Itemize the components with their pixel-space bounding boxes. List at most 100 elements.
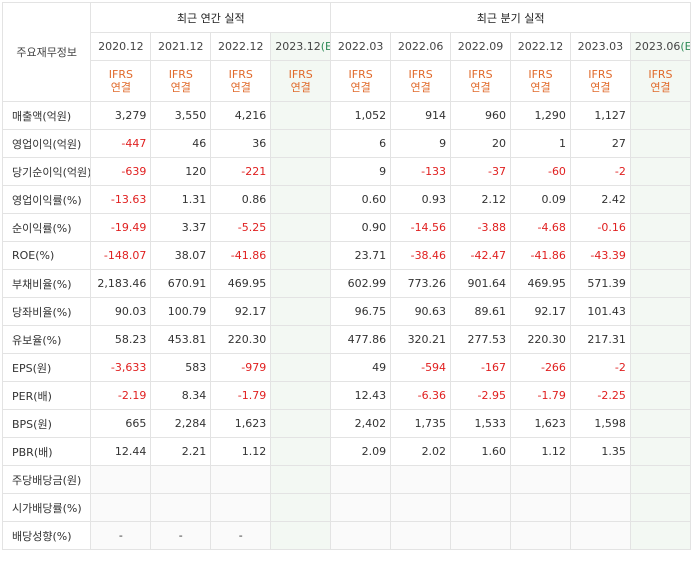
value-cell bbox=[510, 521, 571, 550]
ifrs-consolidated-label: IFRS 연결 bbox=[270, 60, 332, 102]
value-cell: -1.79 bbox=[510, 381, 571, 410]
value-cell bbox=[390, 465, 452, 494]
value-cell: 453.81 bbox=[150, 325, 212, 354]
value-cell bbox=[629, 325, 692, 354]
value-cell: 0.60 bbox=[330, 185, 392, 214]
value-cell bbox=[569, 493, 631, 522]
row-label: PBR(배) bbox=[1, 437, 92, 466]
period-annual-1: 2021.12 bbox=[150, 32, 212, 61]
value-cell: - bbox=[90, 521, 152, 550]
value-cell: -447 bbox=[90, 129, 152, 158]
value-cell bbox=[510, 465, 571, 494]
table-row: 매출액(억원) 3,279 3,550 4,216 1,052 914 960 1,290 1,… bbox=[1, 101, 692, 130]
consolidated-text: 연결 bbox=[590, 81, 611, 94]
period-quarter-2: 2022.09 bbox=[450, 32, 511, 61]
estimate-flag: (E) bbox=[320, 40, 330, 53]
value-cell bbox=[629, 381, 692, 410]
value-cell: 0.93 bbox=[390, 185, 452, 214]
value-cell bbox=[629, 101, 692, 130]
value-cell bbox=[629, 353, 692, 382]
value-cell bbox=[270, 465, 332, 494]
value-cell: 2,402 bbox=[330, 409, 392, 438]
value-cell bbox=[150, 493, 212, 522]
value-cell bbox=[450, 465, 511, 494]
value-cell bbox=[629, 213, 692, 242]
value-cell bbox=[629, 157, 692, 186]
value-cell bbox=[450, 493, 511, 522]
value-cell: -148.07 bbox=[90, 241, 152, 270]
period-annual-0: 2020.12 bbox=[90, 32, 152, 61]
value-cell bbox=[270, 493, 332, 522]
value-cell bbox=[270, 213, 332, 242]
value-cell: 90.63 bbox=[390, 297, 452, 326]
value-cell: 773.26 bbox=[390, 269, 452, 298]
table-row: 배당성향(%) - - - bbox=[1, 521, 692, 550]
value-cell bbox=[569, 521, 631, 550]
ifrs-consolidated-label: IFRS 연결 bbox=[510, 60, 571, 102]
value-cell: 277.53 bbox=[450, 325, 511, 354]
value-cell: -221 bbox=[210, 157, 272, 186]
value-cell bbox=[330, 521, 392, 550]
ifrs-text: IFRS bbox=[168, 68, 193, 81]
value-cell: - bbox=[150, 521, 212, 550]
value-cell bbox=[270, 325, 332, 354]
value-cell bbox=[629, 409, 692, 438]
value-cell: 217.31 bbox=[569, 325, 631, 354]
ifrs-text: IFRS bbox=[648, 68, 673, 81]
value-cell: -639 bbox=[90, 157, 152, 186]
value-cell: -60 bbox=[510, 157, 571, 186]
period-quarter-0: 2022.03 bbox=[330, 32, 392, 61]
financial-summary-table: 주요재무정보 최근 연간 실적 최근 분기 실적 2020.12 2021.12 2… bbox=[1, 2, 692, 550]
value-cell bbox=[629, 185, 692, 214]
row-label: 영업이익(억원) bbox=[1, 129, 92, 158]
table-row: 순이익률(%) -19.49 3.37 -5.25 0.90 -14.56 -3.88 -4.… bbox=[1, 213, 692, 242]
value-cell bbox=[270, 521, 332, 550]
ifrs-consolidated-label: IFRS 연결 bbox=[629, 60, 692, 102]
consolidated-text: 연결 bbox=[290, 81, 311, 94]
value-cell bbox=[629, 269, 692, 298]
value-cell: 960 bbox=[450, 101, 511, 130]
value-cell bbox=[270, 437, 332, 466]
quarterly-group-header: 최근 분기 실적 bbox=[330, 2, 691, 33]
value-cell: -0.16 bbox=[569, 213, 631, 242]
value-cell: 1,052 bbox=[330, 101, 392, 130]
value-cell bbox=[270, 409, 332, 438]
value-cell: 2,284 bbox=[150, 409, 212, 438]
value-cell: 8.34 bbox=[150, 381, 212, 410]
value-cell: 100.79 bbox=[150, 297, 212, 326]
value-cell bbox=[90, 493, 152, 522]
ifrs-text: IFRS bbox=[408, 68, 433, 81]
value-cell: 914 bbox=[390, 101, 452, 130]
value-cell: -133 bbox=[390, 157, 452, 186]
value-cell bbox=[150, 465, 212, 494]
value-cell bbox=[270, 157, 332, 186]
value-cell: 90.03 bbox=[90, 297, 152, 326]
value-cell: 1,290 bbox=[510, 101, 571, 130]
value-cell: -2 bbox=[569, 157, 631, 186]
value-cell: 49 bbox=[330, 353, 392, 382]
value-cell: 46 bbox=[150, 129, 212, 158]
ifrs-text: IFRS bbox=[588, 68, 613, 81]
value-cell: 477.86 bbox=[330, 325, 392, 354]
ifrs-consolidated-label: IFRS 연결 bbox=[210, 60, 272, 102]
value-cell: 670.91 bbox=[150, 269, 212, 298]
value-cell: 1,533 bbox=[450, 409, 511, 438]
value-cell bbox=[569, 465, 631, 494]
ifrs-text: IFRS bbox=[228, 68, 253, 81]
value-cell: 320.21 bbox=[390, 325, 452, 354]
value-cell: -2.19 bbox=[90, 381, 152, 410]
value-cell: 6 bbox=[330, 129, 392, 158]
consolidated-text: 연결 bbox=[350, 81, 371, 94]
value-cell: 96.75 bbox=[330, 297, 392, 326]
value-cell: 101.43 bbox=[569, 297, 631, 326]
table-row: 당좌비율(%) 90.03 100.79 92.17 96.75 90.63 89.61 92… bbox=[1, 297, 692, 326]
estimate-flag: (E) bbox=[680, 40, 689, 53]
table-row: PER(배) -2.19 8.34 -1.79 12.43 -6.36 -2.95 -1.79… bbox=[1, 381, 692, 410]
value-cell: 1,735 bbox=[390, 409, 452, 438]
row-label: 유보율(%) bbox=[1, 325, 92, 354]
table-row: 당기순이익(억원) -639 120 -221 9 -133 -37 -60 -2 bbox=[1, 157, 692, 186]
value-cell: -41.86 bbox=[210, 241, 272, 270]
value-cell: -37 bbox=[450, 157, 511, 186]
value-cell: 3.37 bbox=[150, 213, 212, 242]
consolidated-text: 연결 bbox=[170, 81, 191, 94]
